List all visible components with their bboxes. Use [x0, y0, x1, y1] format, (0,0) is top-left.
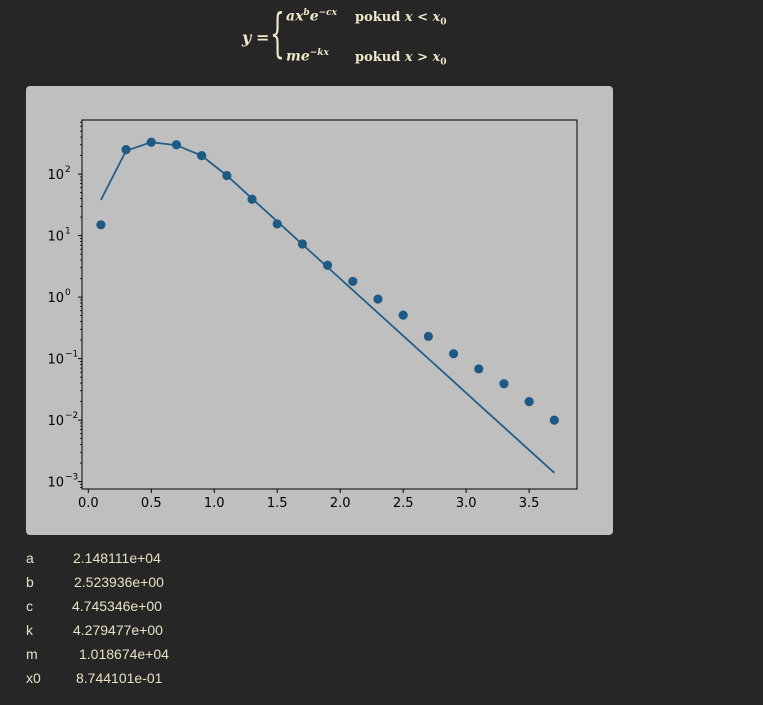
condition-1-sub: 0	[440, 17, 447, 28]
data-point	[448, 349, 459, 359]
data-point	[373, 294, 383, 304]
param-name: m	[26, 646, 38, 662]
data-point	[323, 260, 333, 270]
plot-frame	[81, 119, 578, 490]
data-point	[96, 220, 106, 230]
param-row-x0: x0 8.744101e-01	[26, 668, 226, 692]
y-tick-exponent: 2	[65, 165, 71, 175]
case-1-base: ax	[286, 8, 304, 25]
param-name: a	[26, 550, 34, 566]
x-tick-label: 1.0	[204, 496, 225, 511]
data-point	[222, 170, 232, 181]
param-row-a: a 2.148111e+04	[26, 548, 226, 572]
y-tick-exponent: 0	[65, 288, 71, 298]
x-tick-label: 0.5	[141, 496, 162, 511]
chart-figure: 0.0 0.5 1.0 1.5 2.0 2.5 3.0 3.5 10 −3 10 −2 10 −1 10 0 1…	[26, 86, 613, 535]
data-point	[549, 415, 559, 425]
formula-equals: =	[256, 28, 270, 47]
param-name: c	[26, 598, 33, 614]
formula-brace: {	[270, 4, 285, 64]
case-1-exp-power: −cx	[318, 8, 338, 18]
data-point	[121, 145, 131, 155]
condition-2-word: pokud	[355, 50, 401, 65]
condition-2-sub: 0	[440, 57, 447, 68]
param-name: x0	[26, 670, 41, 686]
formula-condition-2: pokud x > x0	[355, 50, 447, 68]
y-tick-label: 10	[47, 353, 64, 368]
condition-1-word: pokud	[355, 10, 401, 25]
data-point	[423, 331, 433, 341]
y-tick-exponent: −3	[65, 473, 78, 483]
condition-2-expr: x > x	[404, 50, 441, 65]
formula-condition-1: pokud x < x0	[355, 10, 447, 28]
y-tick-label: 10	[47, 476, 64, 491]
x-tick-label: 1.5	[267, 496, 288, 511]
param-value: 4.279477e+00	[73, 622, 163, 638]
param-value: 8.744101e-01	[76, 670, 163, 686]
x-tick-label: 3.0	[456, 496, 477, 511]
formula-case-2: me−kx	[286, 48, 329, 65]
y-tick-exponent: −2	[65, 411, 78, 421]
param-row-k: k 4.279477e+00	[26, 620, 226, 644]
data-point	[297, 239, 308, 249]
formula-case-1: axbe−cx	[286, 8, 337, 25]
chart-svg: 0.0 0.5 1.0 1.5 2.0 2.5 3.0 3.510−310−210−110 01…	[47, 119, 578, 511]
param-value: 2.148111e+04	[73, 550, 161, 566]
param-name: k	[26, 622, 33, 638]
case-2-exp-power: −kx	[309, 48, 329, 58]
data-point	[171, 140, 182, 150]
y-tick-exponent: 1	[65, 227, 71, 237]
param-row-m: m 1.018674e+04	[26, 644, 226, 668]
param-name: b	[26, 574, 34, 590]
y-tick-label: 10	[47, 291, 64, 306]
data-point	[247, 194, 257, 204]
data-point	[272, 219, 282, 229]
x-tick-label: 0.0	[78, 496, 99, 511]
data-point	[524, 397, 534, 407]
parameter-list: a 2.148111e+04 b 2.523936e+00 c 4.745346…	[26, 548, 226, 692]
param-value: 2.523936e+00	[74, 574, 164, 590]
param-value: 1.018674e+04	[79, 646, 169, 662]
formula-lhs: y	[242, 28, 252, 47]
y-tick-label: 10	[47, 168, 64, 183]
x-tick-label: 2.5	[393, 496, 414, 511]
y-tick-label: 10	[47, 230, 64, 245]
data-point	[146, 137, 156, 147]
case-2-base: me	[286, 48, 310, 65]
data-point	[348, 276, 358, 287]
y-tick-exponent: −1	[65, 350, 78, 360]
param-row-b: b 2.523936e+00	[26, 572, 226, 596]
case-1-power: b	[303, 8, 310, 18]
condition-1-expr: x < x	[404, 10, 441, 25]
piecewise-formula: y = { axbe−cx pokud x < x0 me−kx pokud x…	[240, 4, 480, 72]
param-row-c: c 4.745346e+00	[26, 596, 226, 620]
data-point	[474, 364, 484, 374]
param-value: 4.745346e+00	[72, 598, 162, 614]
data-point	[398, 310, 408, 320]
x-tick-label: 3.5	[519, 496, 540, 511]
x-tick-label: 2.0	[330, 496, 351, 511]
data-point	[499, 379, 509, 389]
data-point	[197, 151, 207, 161]
case-1-exp-base: e	[309, 8, 319, 25]
y-tick-label: 10	[47, 414, 64, 429]
